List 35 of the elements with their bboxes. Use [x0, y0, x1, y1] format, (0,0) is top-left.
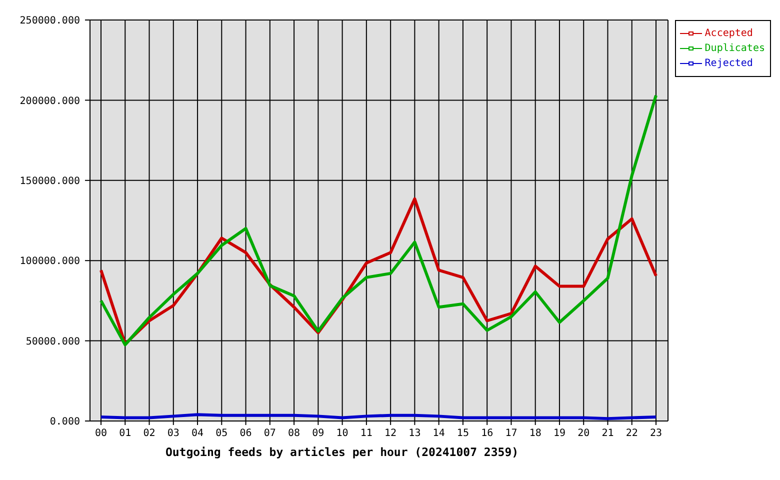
- y-tick-label: 200000.000: [20, 96, 80, 107]
- x-tick-label: 05: [216, 428, 228, 440]
- x-tick-label: 04: [192, 428, 204, 440]
- x-tick-label: 19: [553, 428, 566, 440]
- x-tick-label: 03: [167, 428, 180, 440]
- x-axis-title: Outgoing feeds by articles per hour (20241007 2359): [165, 445, 519, 459]
- x-tick-label: 17: [505, 428, 518, 440]
- legend-label: Rejected: [704, 57, 753, 71]
- x-tick-label: 10: [336, 428, 348, 440]
- y-tick-label: 150000.000: [20, 176, 80, 187]
- x-tick-label: 16: [481, 428, 494, 440]
- y-tick-label: 250000.000: [20, 16, 80, 27]
- x-tick-label: 08: [288, 428, 300, 440]
- x-tick-label: 21: [602, 428, 614, 440]
- x-tick-label: 14: [432, 428, 445, 440]
- x-tick-label: 12: [384, 428, 397, 440]
- x-tick-label: 15: [456, 428, 469, 440]
- x-tick-label: 20: [578, 428, 590, 440]
- x-tick-label: 06: [240, 428, 252, 440]
- x-tick-label: 23: [650, 428, 662, 440]
- x-tick-label: 22: [626, 428, 638, 440]
- x-tick-label: 09: [312, 428, 324, 440]
- x-tick-label: 18: [529, 428, 542, 440]
- y-tick-label: 0.000: [50, 416, 80, 428]
- x-tick-label: 02: [143, 428, 156, 440]
- line-series: [100, 94, 658, 346]
- x-tick-label: 00: [94, 428, 108, 440]
- legend-label: Duplicates: [704, 42, 765, 56]
- x-tick-label: 01: [119, 428, 132, 440]
- y-tick-label: 50000.000: [26, 336, 80, 348]
- x-tick-label: 07: [264, 428, 276, 440]
- y-tick-label: 100000.000: [20, 256, 80, 268]
- x-tick-label: 11: [360, 428, 372, 440]
- legend-label: Accepted: [704, 27, 753, 41]
- x-tick-label: 13: [408, 428, 421, 440]
